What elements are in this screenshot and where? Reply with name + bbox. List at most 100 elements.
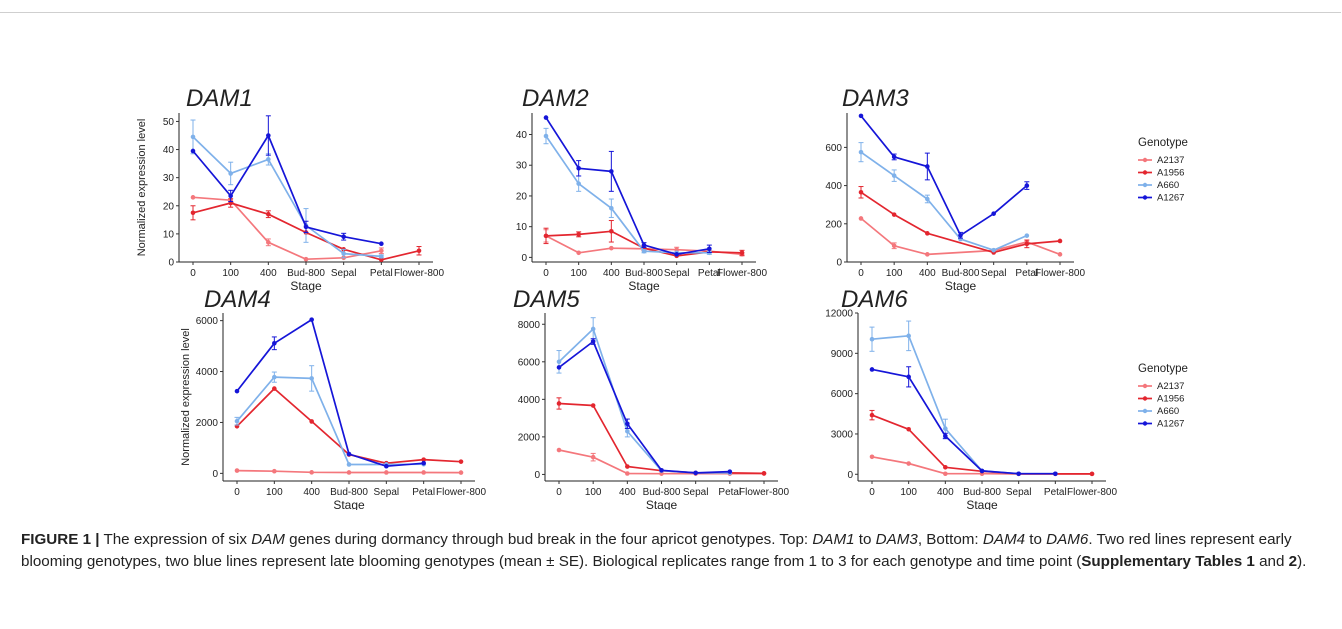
- data-point: [693, 470, 698, 476]
- data-point: [590, 403, 596, 408]
- data-point: [303, 224, 309, 230]
- x-tick-label: Bud-800: [643, 487, 681, 498]
- panel-title: DAM4: [204, 286, 271, 313]
- series-line-A660: [558, 328, 730, 474]
- data-point: [543, 233, 549, 239]
- caption-table-ref[interactable]: 2: [1288, 553, 1298, 570]
- caption-text: genes during dormancy through bud break …: [284, 531, 813, 548]
- data-point: [1024, 241, 1030, 247]
- data-point: [346, 451, 352, 457]
- data-point: [858, 149, 864, 155]
- y-axis-label: Normalized expression level: [180, 328, 192, 466]
- data-point: [234, 468, 240, 473]
- y-tick-label: 0: [534, 470, 540, 481]
- caption-gene: DAM3: [875, 531, 918, 548]
- data-point: [869, 412, 875, 418]
- caption-text: and: [1254, 553, 1289, 570]
- x-tick-label: 100: [222, 268, 239, 279]
- data-point: [234, 418, 240, 424]
- data-point: [379, 257, 384, 263]
- data-point: [190, 134, 196, 140]
- y-axis-label: Normalized expression level: [136, 119, 148, 257]
- y-tick-label: 400: [825, 181, 842, 192]
- y-tick-label: 0: [836, 258, 842, 269]
- x-tick-label: 100: [900, 487, 917, 498]
- data-point: [869, 454, 875, 460]
- y-tick-label: 4000: [196, 367, 219, 378]
- data-point: [309, 470, 314, 475]
- data-point: [379, 241, 384, 247]
- series-line-A1956: [558, 402, 765, 475]
- data-point: [341, 234, 346, 239]
- caption-gene: DAM6: [1046, 531, 1089, 548]
- y-tick-label: 50: [163, 117, 175, 128]
- data-point: [576, 181, 581, 186]
- data-point: [958, 232, 963, 238]
- figure-caption: FIGURE 1 | The expression of six DAM gen…: [21, 529, 1321, 573]
- data-point: [266, 211, 271, 217]
- y-tick-label: 20: [163, 201, 175, 212]
- legend-item-label: A1956: [1157, 168, 1184, 179]
- legend-item-label: A2137: [1157, 155, 1184, 166]
- data-point: [190, 148, 196, 154]
- x-axis-label: Stage: [290, 279, 322, 293]
- caption-text: to: [854, 531, 876, 548]
- x-tick-label: Petal: [1044, 487, 1067, 498]
- y-tick-label: 30: [163, 173, 175, 184]
- caption-gene: DAM1: [812, 531, 855, 548]
- caption-table-ref[interactable]: Supplementary Tables 1: [1081, 553, 1255, 570]
- x-tick-label: Petal: [1015, 268, 1038, 279]
- data-point: [1057, 252, 1063, 257]
- x-axis-label: Stage: [966, 498, 998, 510]
- x-tick-label: 0: [190, 268, 196, 279]
- data-point: [858, 113, 864, 119]
- y-tick-label: 8000: [518, 320, 541, 331]
- panel-title: DAM1: [186, 85, 253, 112]
- x-tick-label: Flower-800: [1035, 268, 1085, 279]
- data-point: [590, 326, 596, 332]
- y-tick-label: 6000: [518, 357, 541, 368]
- series-line-A1956: [871, 414, 1092, 475]
- data-point: [1016, 471, 1021, 477]
- caption-text: ).: [1297, 553, 1307, 570]
- data-point: [590, 454, 596, 460]
- figure-frame: [0, 12, 1341, 629]
- panel-title: DAM5: [513, 286, 580, 313]
- x-tick-label: 0: [869, 487, 875, 498]
- x-tick-label: Petal: [698, 268, 721, 279]
- data-point: [858, 189, 864, 195]
- y-tick-label: 2000: [196, 418, 219, 429]
- data-point: [556, 401, 562, 406]
- data-point: [991, 211, 996, 216]
- x-tick-label: 0: [858, 268, 864, 279]
- data-point: [309, 376, 314, 381]
- legend-item-label: A1267: [1157, 193, 1184, 204]
- x-axis-label: Stage: [646, 498, 678, 510]
- y-tick-label: 9000: [831, 349, 854, 360]
- x-tick-label: Bud-800: [330, 487, 368, 498]
- x-tick-label: Bud-800: [942, 268, 980, 279]
- series-line-A660: [192, 136, 382, 258]
- x-tick-label: Bud-800: [287, 268, 325, 279]
- data-point: [384, 463, 389, 469]
- data-point: [1024, 233, 1030, 238]
- data-point: [625, 428, 630, 434]
- x-axis-label: Stage: [945, 279, 977, 293]
- y-tick-label: 10: [163, 229, 175, 240]
- x-tick-label: 400: [937, 487, 954, 498]
- data-point: [576, 232, 581, 237]
- data-point: [609, 169, 614, 174]
- y-tick-label: 4000: [518, 395, 541, 406]
- panel-title: DAM3: [842, 85, 909, 112]
- series-line-A660: [860, 151, 1028, 252]
- data-point: [869, 367, 875, 372]
- data-point: [707, 246, 712, 252]
- y-tick-label: 600: [825, 143, 842, 154]
- series-line-A1956: [860, 191, 1061, 254]
- data-point: [228, 193, 233, 199]
- y-tick-label: 20: [516, 191, 528, 202]
- data-point: [576, 250, 581, 256]
- caption-text: . Two red lines represent early blooming…: [21, 531, 1292, 570]
- y-tick-label: 40: [163, 145, 175, 156]
